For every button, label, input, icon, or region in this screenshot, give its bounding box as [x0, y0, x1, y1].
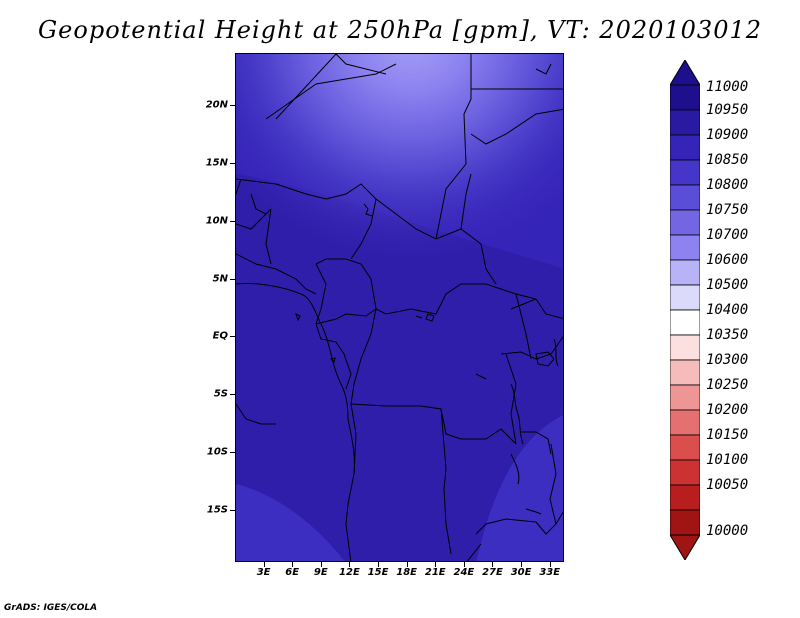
lon-tick-label: 12E: [339, 567, 360, 578]
lat-tick-mark: [230, 336, 235, 338]
lon-tick-label: 27E: [482, 567, 503, 578]
colorbar-level-label: 10150: [706, 427, 749, 443]
lon-tick-mark: [263, 562, 265, 567]
lat-tick-mark: [230, 509, 235, 511]
lon-tick-mark: [549, 562, 551, 567]
lon-tick-mark: [435, 562, 437, 567]
colorbar-bottom-arrow: [670, 534, 700, 560]
colorbar-level-label: 10900: [706, 127, 749, 143]
colorbar-band: [670, 134, 700, 161]
colorbar-band: [670, 409, 700, 436]
colorbar-level-label: 10300: [706, 352, 749, 368]
lon-tick-mark: [292, 562, 294, 567]
lat-tick-mark: [230, 278, 235, 280]
lat-tick-mark: [230, 394, 235, 396]
lat-tick-label: EQ: [212, 330, 228, 342]
sw-contour-fill: [236, 484, 345, 561]
lat-tick-mark: [230, 105, 235, 107]
lon-tick-label: 15E: [367, 567, 389, 578]
colorbar-band: [670, 234, 700, 261]
colorbar-band: [670, 284, 700, 311]
lat-tick-mark: [230, 452, 235, 454]
lat-tick-label: 15S: [206, 504, 228, 516]
lon-tick-label: 21E: [424, 567, 446, 578]
colorbar-band: [670, 309, 700, 336]
lon-tick-label: 3E: [256, 567, 271, 578]
lon-tick-label: 30E: [510, 567, 532, 578]
lat-tick-mark: [230, 162, 235, 164]
colorbar-level-label: 10400: [706, 302, 749, 318]
lat-tick-mark: [230, 220, 235, 222]
lat-tick-label: 5N: [212, 273, 228, 285]
colorbar: [670, 60, 700, 560]
lon-tick-mark: [320, 562, 322, 567]
colorbar-level-label: 10250: [706, 377, 749, 393]
lon-tick-mark: [492, 562, 494, 567]
colorbar-level-label: 10950: [706, 102, 749, 118]
lon-tick-label: 24E: [453, 567, 475, 578]
lon-tick-mark: [349, 562, 351, 567]
colorbar-level-label: 10350: [706, 327, 749, 343]
colorbar-band: [670, 209, 700, 236]
colorbar-band: [670, 184, 700, 211]
colorbar-band: [670, 359, 700, 386]
colorbar-band: [670, 509, 700, 536]
lat-tick-label: 20N: [205, 99, 228, 111]
colorbar-band: [670, 459, 700, 486]
colorbar-band: [670, 384, 700, 411]
colorbar-level-label: 10000: [706, 523, 749, 539]
lon-tick-mark: [406, 562, 408, 567]
plot-title: Geopotential Height at 250hPa [gpm], VT:…: [38, 16, 762, 44]
colorbar-level-label: 10200: [706, 402, 749, 418]
lon-tick-mark: [463, 562, 465, 567]
colorbar-level-label: 10050: [706, 477, 749, 493]
colorbar-level-label: 10100: [706, 452, 749, 468]
lat-tick-label: 15N: [205, 157, 228, 169]
colorbar-band: [670, 484, 700, 511]
colorbar-level-label: 10750: [706, 202, 749, 218]
coastlines: [236, 63, 559, 515]
lon-tick-label: 6E: [285, 567, 300, 578]
colorbar-band: [670, 434, 700, 461]
colorbar-band: [670, 159, 700, 186]
colorbar-level-label: 10700: [706, 227, 749, 243]
grads-credit: GrADS: IGES/COLA: [4, 603, 98, 613]
lat-tick-label: 10N: [205, 215, 228, 227]
map-panel: [235, 53, 564, 562]
colorbar-band: [670, 109, 700, 136]
colorbar-band: [670, 334, 700, 361]
colorbar-level-label: 10850: [706, 152, 749, 168]
colorbar-band: [670, 259, 700, 286]
lat-tick-label: 10S: [206, 446, 228, 458]
country-borders: [236, 54, 563, 561]
north-lobe-fill: [236, 54, 563, 294]
colorbar-level-label: 11000: [706, 79, 749, 95]
colorbar-top-arrow: [670, 60, 700, 86]
colorbar-level-label: 10500: [706, 277, 749, 293]
colorbar-level-label: 10800: [706, 177, 749, 193]
lon-tick-label: 18E: [396, 567, 418, 578]
lon-tick-mark: [378, 562, 380, 567]
colorbar-level-label: 10600: [706, 252, 749, 268]
colorbar-band: [670, 84, 700, 111]
lon-tick-label: 33E: [539, 567, 561, 578]
lat-tick-label: 5S: [213, 388, 228, 400]
se-contour-fill: [476, 415, 563, 561]
lon-tick-label: 9E: [313, 567, 328, 578]
height-field-map: [236, 54, 563, 561]
lon-tick-mark: [521, 562, 523, 567]
